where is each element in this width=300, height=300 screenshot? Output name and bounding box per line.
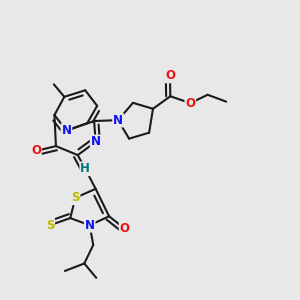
Text: O: O bbox=[120, 222, 130, 235]
Text: N: N bbox=[85, 219, 95, 232]
Text: O: O bbox=[185, 97, 195, 110]
Text: N: N bbox=[91, 135, 101, 148]
Text: N: N bbox=[61, 124, 71, 137]
Text: O: O bbox=[165, 69, 175, 82]
Text: S: S bbox=[46, 219, 54, 232]
Text: S: S bbox=[71, 191, 80, 204]
Text: N: N bbox=[113, 114, 123, 127]
Text: H: H bbox=[80, 162, 90, 175]
Text: O: O bbox=[31, 144, 41, 158]
